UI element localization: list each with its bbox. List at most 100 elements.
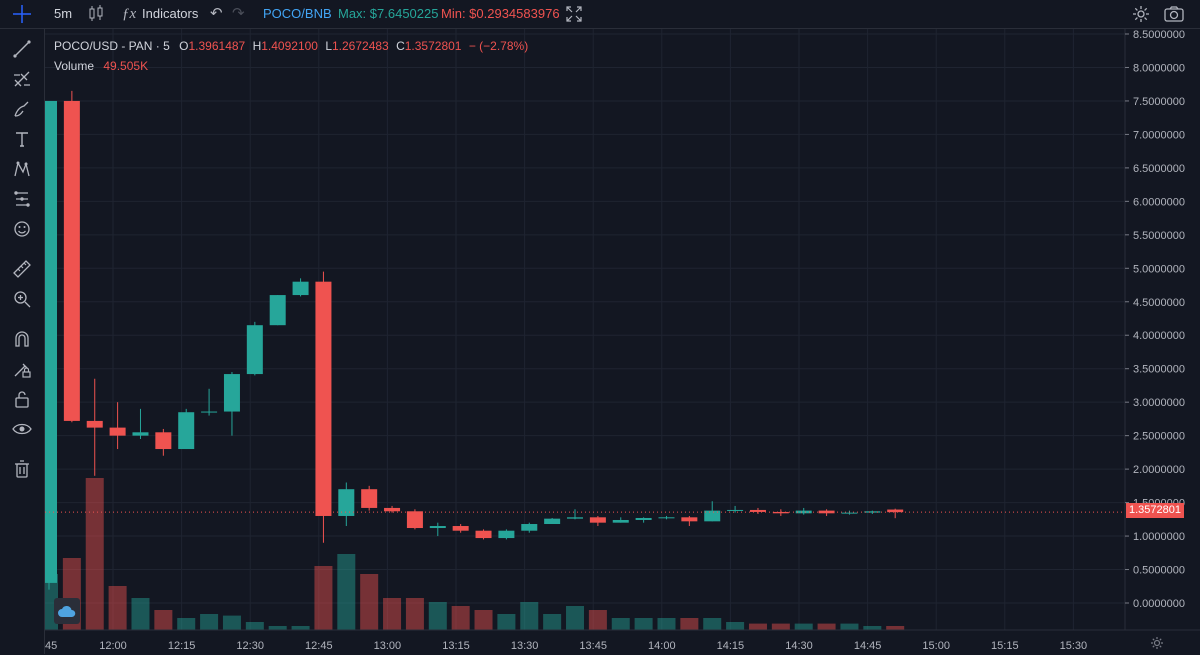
volume-bar [337, 554, 356, 630]
candle-style-icon[interactable] [88, 0, 104, 28]
undo-icon[interactable]: ↶ [210, 5, 223, 22]
fib-tool-icon[interactable] [8, 67, 36, 91]
candle-body [887, 509, 904, 513]
redo-icon[interactable]: ↷ [232, 5, 245, 22]
settings-gear-icon[interactable] [1132, 0, 1150, 28]
lock-icon[interactable] [8, 387, 36, 411]
time-tick-label: 12:00 [99, 640, 127, 652]
volume-bar [200, 614, 219, 630]
brush-icon[interactable] [8, 97, 36, 121]
price-tick-label: 0.5000000 [1133, 565, 1185, 577]
volume-label: Volume [54, 59, 95, 73]
low-value: 1.2672483 [332, 39, 389, 53]
cloud-logo-icon[interactable] [54, 598, 80, 624]
chart-legend: POCO/USD - PAN · 5 O1.3961487 H1.4092100… [54, 36, 528, 76]
text-icon[interactable] [8, 127, 36, 151]
candle-body [452, 526, 469, 531]
interval-button[interactable]: 5m [54, 6, 73, 21]
fullscreen-icon[interactable] [566, 0, 582, 28]
symbol-title: POCO/USD - PAN · 5 [54, 39, 170, 53]
drawing-toolbar [0, 29, 45, 654]
price-tick-label: 2.5000000 [1133, 431, 1185, 443]
price-tick-label: 5.0000000 [1133, 263, 1185, 275]
volume-bar [611, 618, 630, 630]
candle-body [45, 100, 57, 583]
prediction-icon[interactable] [8, 187, 36, 211]
candle-body [132, 432, 149, 436]
time-tick-label: 45 [45, 640, 57, 652]
volume-bar [405, 598, 424, 630]
candle-body [269, 295, 286, 326]
ruler-icon[interactable] [8, 257, 36, 281]
high-value: 1.4092100 [261, 39, 318, 53]
candle-body [86, 420, 103, 428]
pair-label[interactable]: POCO/BNB [263, 6, 332, 21]
price-tick-label: 6.5000000 [1133, 163, 1185, 175]
trend-line-icon[interactable] [8, 37, 36, 61]
time-tick-label: 15:15 [991, 640, 1019, 652]
time-tick-label: 12:15 [168, 640, 196, 652]
candle-body [155, 432, 172, 450]
top-toolbar: 5m ƒx Indicators ↶ ↷ POCO/BNB Max: $7.64… [0, 0, 1200, 29]
candle-body [749, 509, 766, 512]
camera-icon[interactable] [1164, 0, 1184, 28]
candle-body [704, 510, 721, 522]
time-tick-label: 12:45 [305, 640, 333, 652]
volume-bar [245, 622, 264, 630]
candle-body [681, 517, 698, 522]
candle-body [612, 519, 629, 523]
price-tick-label: 3.0000000 [1133, 397, 1185, 409]
eye-icon[interactable] [8, 417, 36, 441]
fx-icon[interactable]: ƒx [122, 6, 137, 22]
volume-bar [131, 598, 150, 630]
candle-body [223, 374, 240, 412]
crosshair-logo-icon [12, 0, 32, 28]
volume-bar [543, 614, 562, 630]
time-tick-label: 13:30 [511, 640, 539, 652]
volume-bar [474, 610, 493, 630]
low-label: L [325, 39, 332, 53]
min-price-label: Min: $0.2934583976 [441, 6, 560, 21]
price-tick-label: 1.0000000 [1133, 531, 1185, 543]
volume-bar [314, 566, 333, 630]
pattern-icon[interactable] [8, 157, 36, 181]
candle-body [795, 510, 812, 514]
time-tick-label: 15:30 [1060, 640, 1088, 652]
candle-body [315, 281, 332, 516]
price-tick-label: 8.0000000 [1133, 62, 1185, 74]
volume-bar [428, 602, 447, 630]
high-label: H [252, 39, 262, 53]
volume-bar [840, 623, 859, 630]
time-tick-label: 14:30 [785, 640, 813, 652]
volume-bar [680, 618, 699, 630]
max-price-label: Max: $7.6450225 [338, 6, 439, 21]
price-tick-label: 3.5000000 [1133, 364, 1185, 376]
volume-bar [588, 610, 607, 630]
candle-body [841, 512, 858, 514]
candle-body [544, 518, 561, 525]
lock-drawing-icon[interactable] [8, 357, 36, 381]
price-tick-label: 2.0000000 [1133, 464, 1185, 476]
candle-body [338, 489, 355, 516]
volume-bar [360, 574, 379, 630]
candle-body [864, 511, 881, 513]
price-chart[interactable]: 8.5000000 8.0000000 7.5000000 7.0000000 6.50… [45, 29, 1200, 654]
time-tick-label: 14:45 [854, 640, 882, 652]
trash-icon[interactable] [8, 457, 36, 481]
volume-bar [222, 615, 241, 630]
time-tick-label: 14:15 [717, 640, 745, 652]
volume-bar [520, 602, 539, 630]
indicators-button[interactable]: Indicators [142, 6, 199, 21]
axis-settings-gear-icon[interactable] [1150, 636, 1164, 655]
open-value: 1.3961487 [188, 39, 246, 53]
time-tick-label: 13:00 [374, 640, 402, 652]
zoom-icon[interactable] [8, 287, 36, 311]
candle-body [178, 412, 195, 450]
candle-body [635, 517, 652, 520]
time-tick-label: 15:00 [922, 640, 950, 652]
magnet-icon[interactable] [8, 327, 36, 351]
volume-bar [657, 618, 676, 630]
volume-bar [108, 586, 127, 630]
volume-bar [863, 626, 882, 630]
emoji-icon[interactable] [8, 217, 36, 241]
